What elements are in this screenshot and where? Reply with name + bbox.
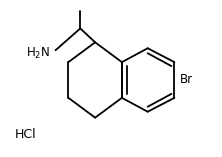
- Text: H$_2$N: H$_2$N: [26, 46, 51, 61]
- Text: HCl: HCl: [15, 128, 36, 141]
- Text: Br: Br: [179, 73, 192, 87]
